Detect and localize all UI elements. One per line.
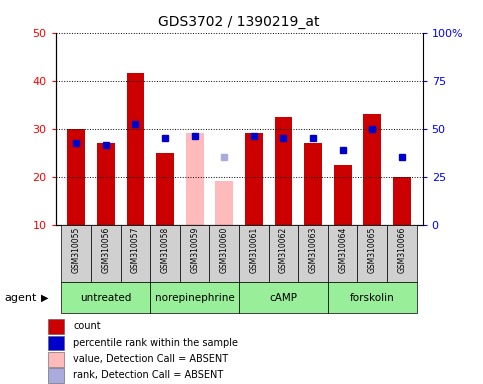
Bar: [269, 225, 298, 282]
Bar: [48, 319, 64, 334]
Bar: [328, 282, 417, 313]
Bar: [61, 282, 150, 313]
Text: rank, Detection Call = ABSENT: rank, Detection Call = ABSENT: [73, 370, 223, 380]
Text: count: count: [73, 321, 100, 331]
Bar: [68, 129, 85, 225]
Text: untreated: untreated: [80, 293, 131, 303]
Text: norepinephrine: norepinephrine: [155, 293, 235, 303]
Text: GSM310056: GSM310056: [101, 227, 111, 273]
Bar: [61, 225, 91, 282]
Bar: [334, 165, 352, 225]
Bar: [210, 225, 239, 282]
Text: agent: agent: [5, 293, 37, 303]
Bar: [245, 134, 263, 225]
Text: GSM310062: GSM310062: [279, 227, 288, 273]
Bar: [304, 143, 322, 225]
Bar: [393, 177, 411, 225]
Bar: [48, 336, 64, 350]
Bar: [215, 182, 233, 225]
Text: GSM310059: GSM310059: [190, 227, 199, 273]
Bar: [156, 153, 174, 225]
Bar: [328, 225, 357, 282]
Bar: [387, 225, 417, 282]
Text: GSM310058: GSM310058: [160, 227, 170, 273]
Bar: [91, 225, 121, 282]
Bar: [363, 114, 381, 225]
Text: GSM310065: GSM310065: [368, 227, 377, 273]
Text: percentile rank within the sample: percentile rank within the sample: [73, 338, 238, 348]
Bar: [239, 282, 328, 313]
Bar: [275, 117, 292, 225]
Bar: [357, 225, 387, 282]
Bar: [298, 225, 328, 282]
Bar: [48, 368, 64, 382]
Bar: [97, 143, 115, 225]
Text: GSM310057: GSM310057: [131, 227, 140, 273]
Bar: [127, 73, 144, 225]
Text: GSM310064: GSM310064: [338, 227, 347, 273]
Text: GSM310063: GSM310063: [309, 227, 318, 273]
Bar: [48, 352, 64, 366]
Bar: [121, 225, 150, 282]
Bar: [186, 134, 203, 225]
Text: GSM310060: GSM310060: [220, 227, 229, 273]
Text: GSM310055: GSM310055: [72, 227, 81, 273]
Bar: [150, 282, 239, 313]
Text: cAMP: cAMP: [270, 293, 298, 303]
Text: GSM310066: GSM310066: [398, 227, 406, 273]
Text: value, Detection Call = ABSENT: value, Detection Call = ABSENT: [73, 354, 228, 364]
Text: GDS3702 / 1390219_at: GDS3702 / 1390219_at: [158, 15, 320, 29]
Bar: [239, 225, 269, 282]
Text: forskolin: forskolin: [350, 293, 395, 303]
Bar: [150, 225, 180, 282]
Text: GSM310061: GSM310061: [249, 227, 258, 273]
Bar: [180, 225, 210, 282]
Text: ▶: ▶: [41, 293, 48, 303]
